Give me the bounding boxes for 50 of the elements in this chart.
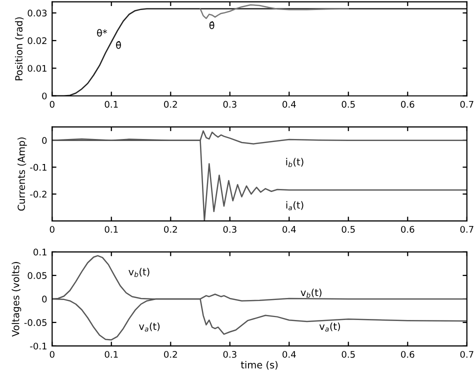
y-tick-label: 0 [42, 137, 47, 144]
x-tick-label: 0 [50, 350, 54, 358]
x-tick-label: 0.1 [104, 100, 118, 108]
x-tick-label: 0.5 [342, 226, 355, 233]
y-axis-title: Voltages (volts) [12, 262, 22, 337]
x-tick-label: 0.3 [223, 226, 236, 233]
annotation: i$_{b}$(t) [286, 158, 304, 167]
y-tick-label: -0.05 [24, 319, 46, 326]
y-tick-label: -0.1 [30, 342, 46, 350]
x-tick-label: 0.4 [282, 350, 296, 358]
x-tick-label: 0.4 [282, 100, 296, 108]
x-tick-label: 0.1 [104, 226, 118, 233]
x-tick-label: 0.4 [282, 226, 296, 233]
x-tick-label: 0.5 [342, 350, 355, 358]
y-tick-label: 0.05 [28, 272, 46, 280]
annotation: θ̂ [209, 21, 214, 30]
x-tick-label: 0.6 [401, 350, 414, 358]
x-tick-label: 0.7 [460, 100, 474, 108]
annotation: θ* [97, 29, 108, 37]
y-tick-label: 0.03 [28, 10, 47, 16]
y-tick-label: 0 [42, 92, 47, 100]
y-axis-title: Position (rad) [14, 17, 24, 80]
line-series [200, 4, 350, 20]
x-tick-label: 0.6 [401, 100, 414, 108]
annotation: θ̂ [116, 40, 121, 49]
x-axis-title: time (s) [240, 360, 278, 370]
x-tick-label: 0.2 [164, 350, 177, 358]
x-tick-label: 0.3 [223, 350, 236, 358]
annotation: i$_{a}$(t) [286, 201, 304, 210]
annotation: v$_{a}$(t) [139, 322, 160, 332]
x-tick-label: 0.3 [223, 100, 236, 108]
x-tick-label: 0.5 [342, 100, 355, 108]
x-tick-label: 0.7 [460, 226, 474, 233]
y-axis-title: Currents (Amp) [17, 137, 27, 211]
y-tick-label: 0 [42, 296, 47, 303]
y-tick-label: 0.1 [34, 248, 46, 256]
annotation: v$_{b}$(t) [300, 288, 322, 298]
x-tick-label: 0.1 [104, 350, 118, 358]
annotation: v$_{b}$(t) [128, 268, 150, 277]
annotation: v$_{a}$(t) [319, 322, 340, 332]
x-tick-label: 0 [50, 226, 54, 233]
x-tick-label: 0.2 [164, 226, 177, 233]
y-tick-label: 0.02 [28, 37, 46, 44]
x-tick-label: 0.2 [164, 100, 177, 108]
x-tick-label: 0.6 [401, 226, 414, 233]
y-tick-label: -0.2 [30, 190, 46, 198]
x-tick-label: 0 [50, 100, 54, 108]
y-tick-label: -0.1 [30, 164, 46, 171]
x-tick-label: 0.7 [460, 350, 474, 358]
y-tick-label: 0.01 [28, 64, 46, 72]
